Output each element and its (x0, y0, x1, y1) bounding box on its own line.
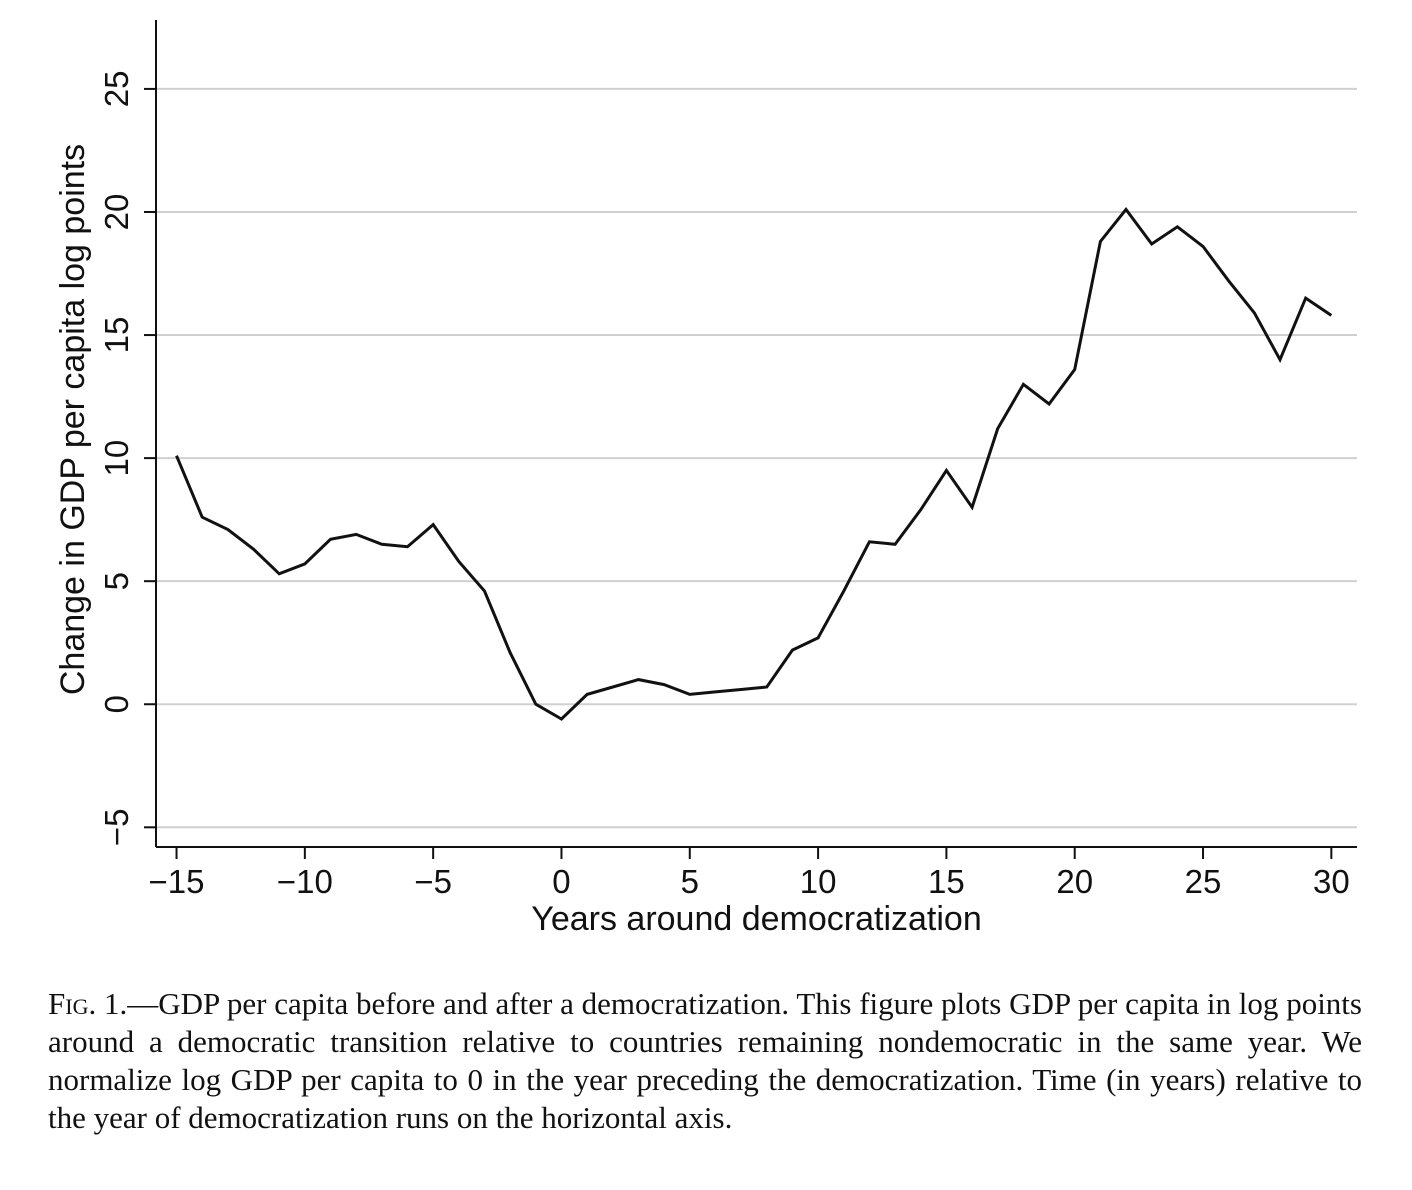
x-tick-label: −15 (149, 863, 205, 900)
caption-text: —GDP per capita before and after a democ… (48, 986, 1362, 1135)
gdp-series-line (175, 207, 1333, 721)
x-tick-label: 15 (928, 863, 965, 900)
line-chart: −5 0 5 10 15 20 25 −15 −10 −5 0 5 10 15 20 25 30 Years … (54, 20, 1357, 938)
figure-label: Fig. 1. (48, 986, 128, 1021)
x-tick-label: 5 (681, 863, 699, 900)
y-tick-label: 0 (98, 695, 135, 713)
x-tick-label: 0 (552, 863, 570, 900)
y-axis-ticks: −5 0 5 10 15 20 25 (98, 71, 156, 846)
y-tick-label: 15 (98, 317, 135, 354)
chart-area: −5 0 5 10 15 20 25 −15 −10 −5 0 5 10 15 20 25 30 Years … (54, 20, 1357, 938)
x-tick-label: 30 (1313, 863, 1350, 900)
y-axis-title: Change in GDP per capita log points (54, 144, 92, 695)
y-tick-label: 10 (98, 440, 135, 477)
y-tick-label: 25 (98, 71, 135, 108)
y-tick-label: 20 (98, 194, 135, 231)
y-tick-label: 5 (98, 572, 135, 590)
axes (155, 20, 1357, 848)
x-axis-title: Years around democratization (531, 900, 981, 938)
x-tick-label: 25 (1185, 863, 1222, 900)
x-tick-label: 10 (800, 863, 837, 900)
x-axis-ticks: −15 −10 −5 0 5 10 15 20 25 30 (149, 847, 1350, 900)
x-tick-label: −10 (277, 863, 333, 900)
y-tick-label: −5 (98, 808, 135, 846)
x-tick-label: −5 (414, 863, 452, 900)
x-tick-label: 20 (1056, 863, 1093, 900)
gridlines (156, 87, 1357, 829)
figure-caption: Fig. 1.—GDP per capita before and after … (48, 985, 1362, 1137)
